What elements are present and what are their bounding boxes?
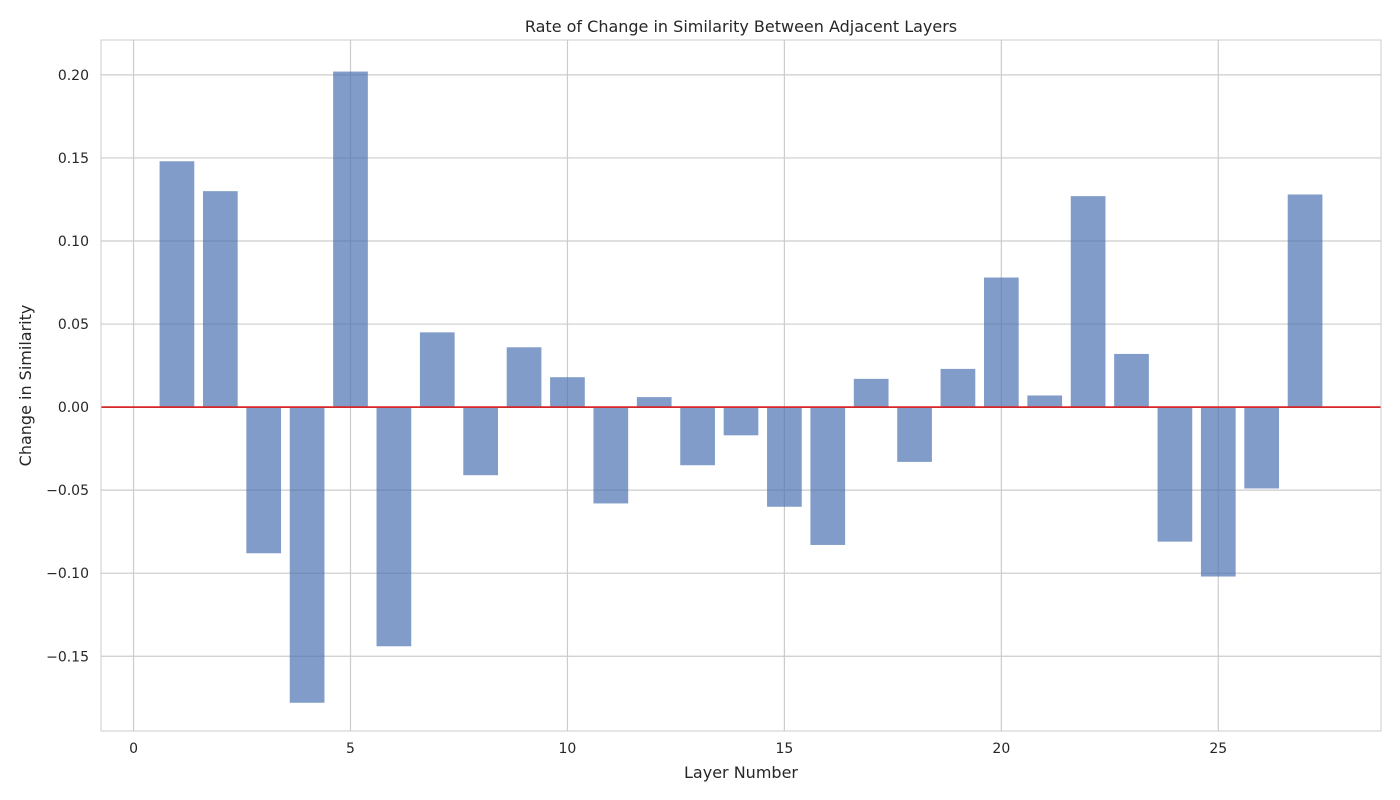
bar bbox=[246, 407, 282, 554]
bar bbox=[593, 407, 629, 504]
bar bbox=[983, 277, 1019, 408]
y-tick-label: 0.20 bbox=[58, 68, 89, 84]
bar bbox=[1287, 194, 1323, 408]
x-tick-label: 0 bbox=[129, 741, 138, 757]
chart-title: Rate of Change in Similarity Between Adj… bbox=[525, 17, 957, 36]
bar bbox=[1114, 353, 1149, 408]
y-tick-labels: −0.15 −0.10 −0.05 0.00 0.05 0.10 0.15 0.20 bbox=[46, 68, 89, 665]
y-tick-label: −0.05 bbox=[46, 483, 89, 499]
x-tick-label: 5 bbox=[346, 741, 355, 757]
y-tick-label: 0.00 bbox=[58, 400, 89, 416]
y-tick-label: −0.15 bbox=[46, 649, 89, 665]
bar bbox=[159, 161, 195, 408]
x-tick-label: 15 bbox=[775, 741, 793, 757]
bar bbox=[550, 377, 585, 408]
y-axis-label: Change in Similarity bbox=[16, 305, 35, 467]
bar bbox=[1070, 196, 1106, 408]
bar bbox=[853, 378, 889, 408]
x-tick-label: 20 bbox=[992, 741, 1010, 757]
bar bbox=[506, 347, 542, 408]
y-tick-label: 0.10 bbox=[58, 234, 89, 250]
y-tick-label: 0.05 bbox=[58, 317, 89, 333]
bar bbox=[419, 332, 455, 408]
x-tick-label: 25 bbox=[1209, 741, 1227, 757]
bar bbox=[636, 397, 672, 408]
bar bbox=[680, 407, 715, 466]
x-tick-labels: 0 5 10 15 20 25 bbox=[129, 741, 1227, 757]
bar bbox=[1244, 407, 1280, 489]
x-axis-label: Layer Number bbox=[684, 763, 798, 782]
y-tick-label: 0.15 bbox=[58, 151, 89, 167]
bar bbox=[463, 407, 499, 476]
plot-frame bbox=[100, 39, 1382, 732]
bars bbox=[159, 71, 1323, 703]
bar bbox=[723, 407, 759, 436]
bar bbox=[940, 368, 976, 408]
y-tick-label: −0.10 bbox=[46, 566, 89, 582]
bar bbox=[810, 407, 846, 545]
bar bbox=[1200, 407, 1236, 577]
x-tick-label: 10 bbox=[559, 741, 577, 757]
bar bbox=[1027, 395, 1063, 408]
bar bbox=[1157, 407, 1193, 542]
bar bbox=[897, 407, 932, 462]
bar bbox=[376, 407, 412, 647]
bar bbox=[333, 71, 368, 408]
bar bbox=[202, 191, 238, 408]
bar bbox=[767, 407, 802, 507]
bar bbox=[289, 407, 325, 703]
